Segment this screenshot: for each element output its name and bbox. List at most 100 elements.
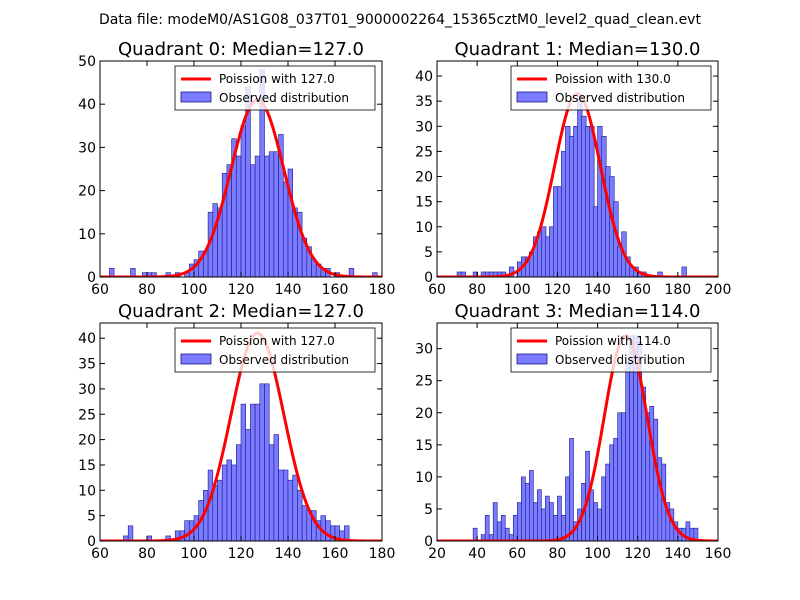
x-tick-label: 160	[624, 282, 651, 298]
histogram-bar	[601, 476, 606, 541]
histogram-bar	[282, 469, 289, 541]
histogram-bar	[212, 484, 218, 541]
histogram-bar	[484, 515, 490, 541]
histogram-bar	[525, 482, 530, 541]
legend-hist-swatch	[180, 91, 212, 103]
histogram-bar	[254, 155, 261, 277]
histogram-bar	[597, 508, 602, 541]
x-tick-label: 100	[504, 282, 531, 298]
legend: Poission with 114.0 Observed distribution	[510, 327, 712, 373]
histogram-bar	[264, 155, 270, 277]
histogram-bar	[512, 515, 518, 541]
x-tick-label: 60	[91, 546, 109, 562]
legend-curve-label: Poission with 114.0	[555, 334, 671, 348]
histogram-bar	[250, 164, 256, 277]
x-tick-label: 120	[544, 282, 571, 298]
histogram-bar	[549, 502, 554, 541]
histogram-bar	[264, 383, 270, 541]
legend-curve-label: Poission with 127.0	[219, 334, 335, 348]
y-tick-label: 0	[87, 270, 96, 286]
y-tick-label: 0	[424, 534, 433, 550]
x-tick-label: 60	[508, 546, 526, 562]
legend-box	[510, 327, 712, 373]
legend-hist-swatch	[516, 353, 548, 365]
x-tick-label: 100	[584, 546, 611, 562]
histogram-bar	[557, 495, 562, 541]
y-tick-label: 30	[78, 140, 96, 156]
y-tick-label: 20	[415, 170, 433, 186]
x-tick-label: 160	[322, 282, 349, 298]
histogram-bar	[565, 476, 570, 541]
x-tick-label: 100	[181, 546, 208, 562]
x-tick-label: 80	[138, 546, 156, 562]
histogram-bar	[231, 464, 237, 541]
y-tick-label: 0	[424, 270, 433, 286]
histogram-bar	[127, 525, 134, 541]
histogram-bar	[273, 151, 279, 277]
legend: Poission with 130.0 Observed distribution	[510, 65, 712, 111]
histogram-bar	[657, 271, 663, 277]
histogram-bar	[625, 361, 630, 541]
histogram-bar	[268, 444, 275, 541]
panel-quadrant-0: Quadrant 0: Median=127.060 80 100 120 140 160…	[78, 39, 395, 298]
legend-curve-label: Poission with 130.0	[555, 72, 671, 86]
histogram-bar	[344, 525, 350, 541]
histogram-bar	[529, 470, 534, 541]
axes-frame	[436, 60, 719, 278]
y-tick-label: 30	[78, 382, 96, 398]
histogram-bar	[504, 527, 510, 541]
histogram-bar	[236, 155, 242, 277]
legend-hist-label: Observed distribution	[219, 353, 349, 367]
histogram-bar	[212, 203, 218, 277]
y-tick-label: 40	[78, 331, 96, 347]
x-tick-label: 140	[664, 546, 691, 562]
histogram-bar	[496, 521, 502, 541]
x-tick-label: 80	[468, 282, 486, 298]
y-tick-label: 25	[415, 144, 433, 160]
histogram-bar	[301, 505, 308, 541]
y-tick-label: 30	[415, 342, 433, 358]
x-tick-label: 140	[275, 546, 302, 562]
legend: Poission with 127.0 Observed distribution	[174, 327, 376, 373]
y-tick-label: 20	[78, 184, 96, 200]
histogram-bar	[278, 469, 284, 541]
histogram-bar	[226, 459, 232, 541]
histogram-bar	[492, 502, 498, 541]
x-tick-label: 140	[275, 282, 302, 298]
x-tick-label: 60	[91, 282, 109, 298]
x-tick-label: 20	[428, 546, 446, 562]
x-tick-label: 100	[181, 282, 208, 298]
legend-hist-label: Observed distribution	[555, 353, 685, 367]
histogram-bar	[287, 479, 293, 541]
y-tick-label: 30	[415, 119, 433, 135]
histogram-bar	[569, 438, 574, 541]
histogram-bar	[605, 463, 610, 541]
histogram-bar	[240, 125, 246, 277]
histogram-bar	[325, 520, 331, 541]
panel-title: Quadrant 0: Median=127.0	[118, 39, 364, 60]
x-tick-label: 80	[138, 282, 156, 298]
y-tick-label: 10	[78, 227, 96, 243]
x-tick-label: 160	[705, 546, 732, 562]
x-tick-label: 60	[428, 282, 446, 298]
histogram-bars	[456, 95, 687, 277]
legend-hist-label: Observed distribution	[555, 91, 685, 105]
histogram-bar	[609, 444, 614, 541]
histogram-bar	[245, 429, 251, 541]
x-tick-label: 120	[228, 282, 255, 298]
histogram-bar	[221, 464, 228, 541]
histogram-bar	[621, 412, 626, 541]
x-tick-label: 120	[624, 546, 651, 562]
y-tick-label: 15	[415, 195, 433, 211]
y-tick-label: 15	[78, 458, 96, 474]
histogram-bar	[649, 406, 655, 541]
y-tick-label: 40	[78, 97, 96, 113]
histogram-bar	[472, 271, 479, 277]
histogram-bar	[282, 181, 289, 277]
histogram-bar	[533, 502, 538, 541]
legend-curve-label: Poission with 127.0	[219, 72, 335, 86]
y-tick-label: 25	[78, 407, 96, 423]
histogram-bar	[500, 515, 506, 541]
histogram-bar	[292, 474, 298, 541]
